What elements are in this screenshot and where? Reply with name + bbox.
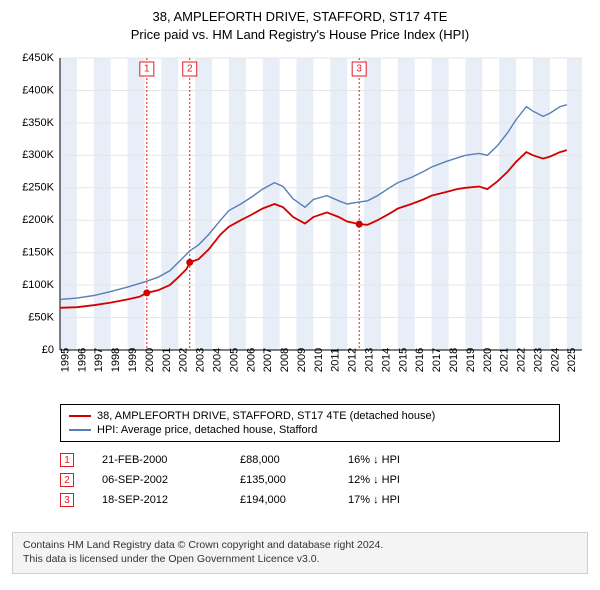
svg-text:£300K: £300K bbox=[22, 150, 54, 162]
svg-text:£450K: £450K bbox=[22, 52, 54, 64]
marker-price-2: £135,000 bbox=[240, 474, 320, 486]
footer-line-1: Contains HM Land Registry data © Crown c… bbox=[23, 539, 577, 553]
svg-text:2010: 2010 bbox=[313, 348, 325, 372]
legend: 38, AMPLEFORTH DRIVE, STAFFORD, ST17 4TE… bbox=[60, 404, 560, 442]
footer: Contains HM Land Registry data © Crown c… bbox=[12, 532, 588, 573]
title-block: 38, AMPLEFORTH DRIVE, STAFFORD, ST17 4TE… bbox=[12, 8, 588, 44]
chart-svg: £0 £50K £100K £150K £200K £250K £300K £350K £400… bbox=[12, 50, 588, 400]
svg-text:£150K: £150K bbox=[22, 247, 54, 259]
marker-row-2: 2 06-SEP-2002 £135,000 12% ↓ HPI bbox=[60, 470, 588, 490]
svg-text:2003: 2003 bbox=[195, 348, 207, 372]
marker-diff-2: 12% ↓ HPI bbox=[348, 474, 438, 486]
marker-diff-1: 16% ↓ HPI bbox=[348, 454, 438, 466]
svg-text:2020: 2020 bbox=[482, 348, 494, 372]
svg-text:£350K: £350K bbox=[22, 117, 54, 129]
svg-text:£50K: £50K bbox=[28, 312, 54, 324]
svg-text:£0: £0 bbox=[42, 344, 54, 356]
svg-text:1995: 1995 bbox=[59, 348, 71, 372]
marker-diff-3: 17% ↓ HPI bbox=[348, 494, 438, 506]
svg-text:2004: 2004 bbox=[211, 348, 223, 372]
svg-text:2025: 2025 bbox=[566, 348, 578, 372]
svg-text:2021: 2021 bbox=[499, 348, 511, 372]
svg-text:2016: 2016 bbox=[414, 348, 426, 372]
svg-text:2009: 2009 bbox=[296, 348, 308, 372]
svg-text:2001: 2001 bbox=[161, 348, 173, 372]
svg-text:2005: 2005 bbox=[228, 348, 240, 372]
marker-row-3: 3 18-SEP-2012 £194,000 17% ↓ HPI bbox=[60, 490, 588, 510]
svg-text:£200K: £200K bbox=[22, 215, 54, 227]
marker-row-1: 1 21-FEB-2000 £88,000 16% ↓ HPI bbox=[60, 450, 588, 470]
title-subtitle: Price paid vs. HM Land Registry's House … bbox=[12, 26, 588, 44]
svg-text:2013: 2013 bbox=[364, 348, 376, 372]
svg-text:£400K: £400K bbox=[22, 85, 54, 97]
marker-date-1: 21-FEB-2000 bbox=[102, 454, 212, 466]
marker-date-3: 18-SEP-2012 bbox=[102, 494, 212, 506]
svg-text:1996: 1996 bbox=[76, 348, 88, 372]
svg-text:2007: 2007 bbox=[262, 348, 274, 372]
svg-text:2000: 2000 bbox=[144, 348, 156, 372]
svg-text:3: 3 bbox=[356, 64, 362, 75]
svg-text:2: 2 bbox=[187, 64, 193, 75]
chart: £0 £50K £100K £150K £200K £250K £300K £350K £400… bbox=[12, 50, 588, 400]
legend-label-hpi: HPI: Average price, detached house, Staf… bbox=[97, 424, 317, 436]
chart-container: 38, AMPLEFORTH DRIVE, STAFFORD, ST17 4TE… bbox=[0, 0, 600, 532]
legend-row-property: 38, AMPLEFORTH DRIVE, STAFFORD, ST17 4TE… bbox=[69, 409, 551, 423]
svg-text:2024: 2024 bbox=[549, 348, 561, 372]
svg-text:2017: 2017 bbox=[431, 348, 443, 372]
svg-text:1998: 1998 bbox=[110, 348, 122, 372]
markers-table: 1 21-FEB-2000 £88,000 16% ↓ HPI 2 06-SEP… bbox=[60, 450, 588, 510]
title-address: 38, AMPLEFORTH DRIVE, STAFFORD, ST17 4TE bbox=[12, 8, 588, 26]
svg-text:1997: 1997 bbox=[93, 348, 105, 372]
marker-badge-2: 2 bbox=[60, 473, 74, 487]
svg-text:2006: 2006 bbox=[245, 348, 257, 372]
svg-text:2022: 2022 bbox=[516, 348, 528, 372]
svg-text:2011: 2011 bbox=[330, 349, 342, 373]
legend-row-hpi: HPI: Average price, detached house, Staf… bbox=[69, 423, 551, 437]
legend-swatch-property bbox=[69, 415, 91, 417]
svg-text:2023: 2023 bbox=[532, 348, 544, 372]
svg-text:£250K: £250K bbox=[22, 182, 54, 194]
svg-text:2008: 2008 bbox=[279, 348, 291, 372]
svg-text:£100K: £100K bbox=[22, 279, 54, 291]
marker-price-1: £88,000 bbox=[240, 454, 320, 466]
marker-date-2: 06-SEP-2002 bbox=[102, 474, 212, 486]
marker-badge-1: 1 bbox=[60, 453, 74, 467]
svg-text:1: 1 bbox=[144, 64, 150, 75]
svg-text:2012: 2012 bbox=[347, 348, 359, 372]
marker-badge-3: 3 bbox=[60, 493, 74, 507]
marker-price-3: £194,000 bbox=[240, 494, 320, 506]
legend-label-property: 38, AMPLEFORTH DRIVE, STAFFORD, ST17 4TE… bbox=[97, 410, 435, 422]
svg-text:2019: 2019 bbox=[465, 348, 477, 372]
svg-text:2015: 2015 bbox=[397, 348, 409, 372]
svg-text:1999: 1999 bbox=[127, 348, 139, 372]
svg-text:2014: 2014 bbox=[380, 348, 392, 372]
svg-text:2018: 2018 bbox=[448, 348, 460, 372]
legend-swatch-hpi bbox=[69, 429, 91, 431]
svg-text:2002: 2002 bbox=[178, 348, 190, 372]
footer-line-2: This data is licensed under the Open Gov… bbox=[23, 553, 577, 567]
